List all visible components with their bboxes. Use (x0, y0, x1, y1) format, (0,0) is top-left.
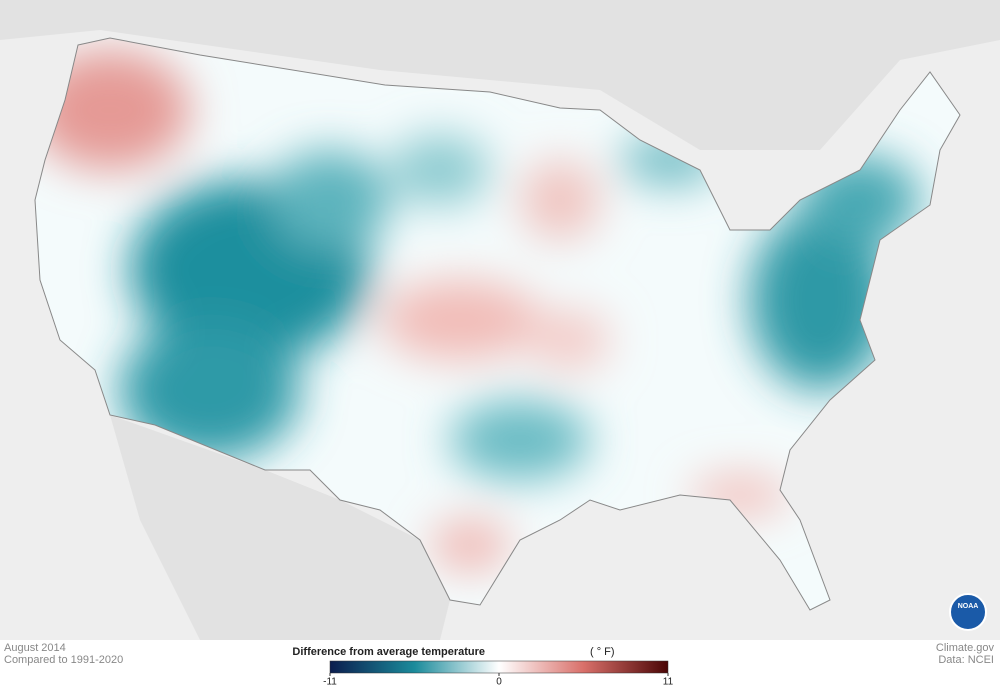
source: Climate.gov (936, 642, 995, 654)
color-scale (329, 660, 669, 674)
logo (949, 593, 987, 631)
data-credit: Data: NCEI (938, 654, 994, 666)
logo-text: NOAA (958, 603, 979, 610)
legend-title: Difference from average temperature (292, 646, 485, 658)
scale-tick-label: 11 (663, 677, 674, 688)
baseline: Compared to 1991-2020 (4, 654, 123, 666)
scale-tick-label: 0 (496, 677, 502, 688)
mexico (110, 415, 450, 640)
scale-tick-label: -11 (323, 677, 337, 688)
legend-unit: ( ° F) (590, 646, 615, 658)
period: August 2014 (4, 642, 66, 654)
canada (0, 0, 1000, 150)
